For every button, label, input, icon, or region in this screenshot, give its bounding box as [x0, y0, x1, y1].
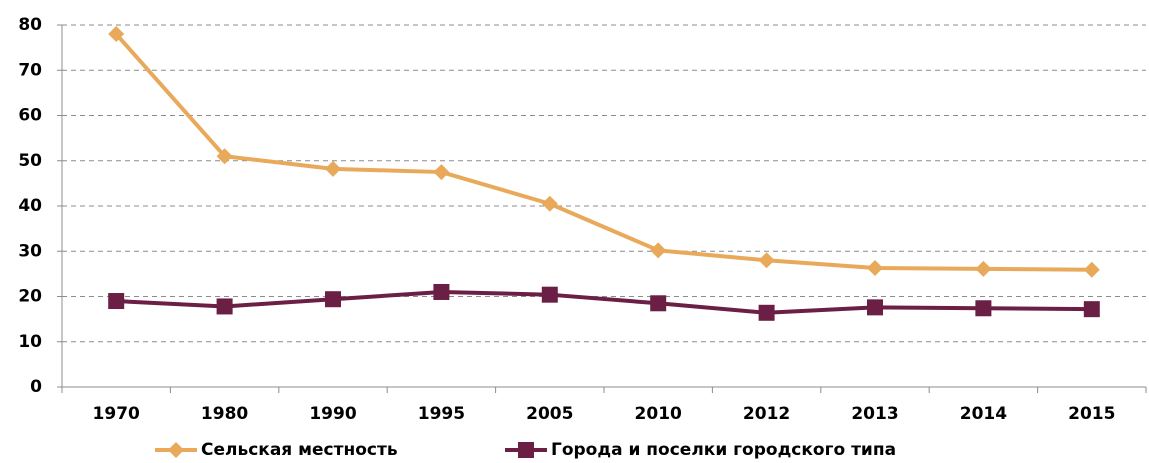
data-point	[216, 148, 233, 165]
legend-label: Сельская местность	[201, 440, 398, 460]
legend-marker	[518, 442, 534, 458]
x-tick-label: 2010	[635, 404, 682, 424]
data-point	[650, 242, 667, 259]
y-tick-label: 0	[30, 377, 42, 397]
data-point	[867, 299, 883, 316]
x-tick-label: 2013	[851, 404, 898, 424]
data-point	[1083, 301, 1100, 318]
y-tick-label: 70	[18, 60, 42, 80]
data-point	[975, 260, 992, 277]
data-point	[216, 298, 233, 315]
y-tick-label: 80	[18, 15, 42, 35]
data-point	[108, 26, 125, 43]
x-tick-label: 1980	[201, 404, 248, 424]
data-point	[975, 300, 992, 317]
y-tick-label: 10	[18, 332, 42, 352]
x-tick-label: 1990	[309, 404, 356, 424]
data-point	[433, 164, 450, 181]
y-tick-label: 60	[18, 106, 42, 126]
data-point	[108, 293, 125, 310]
data-point	[650, 295, 667, 312]
data-point	[867, 259, 883, 276]
data-point	[758, 304, 775, 321]
series-line	[114, 32, 1092, 272]
legend-marker	[168, 442, 184, 458]
x-tick-label: 2014	[960, 404, 1007, 424]
y-tick-label: 40	[18, 196, 42, 216]
data-point	[541, 286, 558, 303]
x-tick-label: 2005	[526, 404, 573, 424]
data-point	[1083, 261, 1100, 278]
y-tick-label: 50	[18, 151, 42, 171]
legend-label: Города и поселки городского типа	[551, 440, 896, 460]
y-tick-label: 30	[18, 241, 42, 261]
data-point	[433, 283, 450, 300]
x-tick-label: 1995	[418, 404, 465, 424]
x-tick-label: 2015	[1068, 404, 1115, 424]
data-point	[541, 195, 558, 212]
x-tick-label: 2012	[743, 404, 790, 424]
x-tick-label: 1970	[93, 404, 140, 424]
y-tick-label: 20	[18, 287, 42, 307]
data-point	[325, 291, 341, 308]
data-point	[325, 160, 341, 177]
series-line	[116, 289, 1092, 315]
data-point	[758, 252, 775, 269]
